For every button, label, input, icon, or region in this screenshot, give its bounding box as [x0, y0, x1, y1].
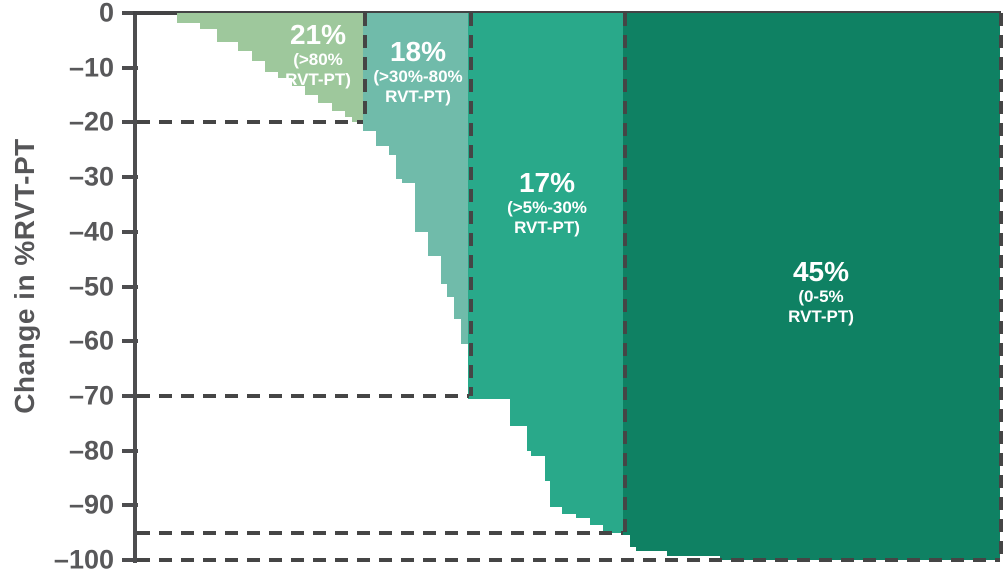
tick-mark	[122, 558, 138, 562]
region-percent: 21%	[289, 19, 347, 50]
patient-bar	[332, 13, 345, 111]
region-range: RVT-PT)	[385, 87, 451, 106]
region-range: (>30%-80%	[373, 67, 463, 86]
patient-bar	[447, 13, 454, 298]
patient-bar	[531, 13, 545, 457]
patient-bar	[590, 13, 603, 525]
patient-bar	[200, 13, 217, 29]
patient-bar	[376, 13, 389, 146]
patient-bar	[720, 13, 1000, 560]
patient-bar	[630, 13, 636, 547]
region-range: RVT-PT)	[788, 307, 854, 326]
patient-bar	[454, 13, 461, 320]
y-tick-label: –50	[68, 271, 114, 301]
patient-bar	[278, 13, 292, 79]
plot-area	[137, 0, 1003, 582]
y-tick-label: –100	[53, 544, 114, 575]
patient-bar	[238, 13, 252, 51]
region-label-0-5: 45% (0-5% RVT-PT)	[788, 257, 854, 327]
y-axis-spine	[133, 11, 137, 563]
tick-mark	[122, 229, 138, 234]
tick-mark	[122, 284, 138, 289]
patient-bar	[305, 13, 318, 96]
dashed-guide-vertical	[469, 13, 473, 396]
patient-bar	[636, 13, 667, 552]
patient-bar	[345, 13, 352, 117]
patient-bar	[441, 13, 447, 284]
patient-bar	[461, 13, 468, 344]
patient-bar	[252, 13, 265, 62]
dashed-guide-horizontal	[137, 558, 1000, 562]
patient-bar	[217, 13, 238, 42]
patient-bar	[545, 13, 550, 481]
patient-bar	[318, 13, 332, 104]
region-range: (>80%	[293, 50, 343, 69]
patient-bar	[352, 13, 363, 123]
dashed-guide-vertical	[623, 13, 627, 533]
y-tick-label: –30	[68, 161, 114, 192]
dashed-guide-vertical	[999, 13, 1003, 560]
patient-bar	[292, 13, 305, 86]
tick-mark	[122, 393, 138, 398]
dashed-guide-horizontal	[137, 120, 363, 125]
region-range: RVT-PT)	[514, 218, 580, 237]
region-percent: 17%	[518, 167, 576, 198]
dashed-guide-vertical	[363, 13, 367, 123]
tick-mark	[122, 65, 138, 70]
y-tick-label: –40	[68, 216, 114, 247]
y-tick-label: 0	[98, 0, 114, 28]
patient-bar	[667, 13, 720, 557]
patient-bar	[468, 13, 510, 399]
region-percent: 45%	[792, 256, 850, 287]
region-range: (0-5%	[798, 287, 844, 306]
patient-bar	[415, 13, 428, 232]
patient-bar	[177, 13, 200, 23]
patient-bar	[428, 13, 441, 256]
patient-bar	[389, 13, 396, 156]
tick-mark	[122, 448, 138, 453]
region-label-5-30: 17% (>5%-30% RVT-PT)	[507, 168, 587, 238]
patient-bar	[603, 13, 623, 533]
region-range: RVT-PT)	[285, 70, 351, 89]
tick-mark	[122, 503, 138, 508]
y-tick-label: –70	[68, 380, 114, 411]
patient-bar	[510, 13, 527, 426]
region-range: (>5%-30%	[507, 198, 587, 217]
patient-bar	[550, 13, 562, 508]
tick-mark	[122, 339, 138, 344]
region-label-gt80: 21% (>80% RVT-PT)	[285, 20, 351, 90]
dashed-guide-horizontal	[137, 393, 469, 398]
y-tick-label: –60	[68, 325, 114, 356]
dashed-guide-horizontal	[137, 530, 623, 535]
tick-mark	[122, 175, 138, 180]
region-label-30-80: 18% (>30%-80% RVT-PT)	[373, 37, 462, 107]
tick-mark	[122, 11, 138, 15]
y-tick-label: –20	[68, 106, 114, 137]
y-tick-label: –80	[68, 435, 114, 466]
patient-bar	[396, 13, 402, 179]
patient-bar	[562, 13, 576, 514]
y-tick-label: –10	[68, 52, 114, 83]
patient-bar	[402, 13, 415, 183]
region-percent: 18%	[389, 36, 447, 67]
patient-bar	[576, 13, 590, 519]
patient-bar	[265, 13, 278, 73]
tick-mark	[122, 120, 138, 125]
patient-bar	[527, 13, 531, 451]
y-tick-label: –90	[68, 489, 114, 520]
